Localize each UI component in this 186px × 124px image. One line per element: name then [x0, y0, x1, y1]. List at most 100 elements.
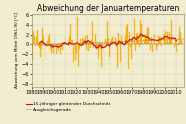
Bar — [112, 37, 113, 45]
Bar — [169, 32, 170, 45]
Bar — [154, 35, 155, 45]
Bar — [127, 24, 128, 45]
Bar — [174, 45, 175, 47]
Bar — [48, 37, 49, 45]
Bar — [140, 20, 141, 45]
Bar — [161, 45, 162, 46]
Bar — [41, 45, 42, 49]
Bar — [57, 45, 58, 48]
Bar — [56, 45, 57, 54]
Bar — [139, 45, 140, 46]
Bar — [171, 20, 172, 45]
Bar — [58, 45, 59, 51]
Bar — [168, 43, 169, 45]
Bar — [32, 45, 33, 60]
Bar — [73, 45, 74, 62]
Bar — [95, 34, 96, 45]
Bar — [150, 45, 151, 50]
Bar — [34, 36, 35, 45]
Bar — [177, 43, 178, 45]
Bar — [88, 45, 89, 51]
Bar — [119, 42, 120, 45]
Bar — [49, 34, 50, 45]
Bar — [125, 35, 126, 45]
Bar — [101, 45, 102, 67]
Bar — [182, 38, 184, 45]
Bar — [102, 45, 103, 49]
Bar — [173, 42, 174, 45]
Bar — [175, 40, 176, 45]
Bar — [44, 45, 45, 60]
Bar — [142, 43, 143, 45]
Bar — [122, 42, 123, 45]
Bar — [110, 43, 111, 45]
Bar — [126, 26, 127, 45]
Bar — [68, 42, 69, 45]
Bar — [121, 36, 122, 45]
Bar — [39, 45, 40, 48]
Bar — [130, 45, 131, 47]
Bar — [61, 43, 62, 45]
Bar — [59, 43, 60, 45]
Bar — [116, 45, 117, 47]
Bar — [128, 45, 129, 69]
Bar — [50, 45, 51, 49]
Bar — [141, 24, 142, 45]
Bar — [137, 33, 138, 45]
Y-axis label: Abweichung vom Mittel 1961-90 [°C]: Abweichung vom Mittel 1961-90 [°C] — [15, 12, 19, 88]
Bar — [69, 36, 70, 45]
Bar — [115, 38, 116, 45]
Bar — [147, 28, 148, 45]
Bar — [179, 27, 180, 45]
Bar — [165, 31, 166, 45]
Bar — [166, 43, 167, 45]
Bar — [104, 45, 105, 70]
Bar — [167, 32, 168, 45]
Bar — [106, 42, 107, 45]
Bar — [146, 34, 147, 45]
Bar — [47, 41, 48, 45]
Bar — [42, 28, 43, 45]
Bar — [77, 17, 78, 45]
Bar — [90, 45, 91, 48]
Bar — [86, 45, 87, 50]
Bar — [151, 37, 152, 45]
Bar — [79, 45, 80, 49]
Bar — [81, 43, 82, 45]
Bar — [129, 32, 130, 45]
Bar — [99, 42, 100, 45]
Bar — [60, 45, 61, 54]
Bar — [80, 39, 81, 45]
Bar — [145, 37, 146, 45]
Bar — [91, 40, 92, 45]
Bar — [33, 31, 34, 45]
Bar — [78, 45, 79, 67]
Bar — [144, 39, 145, 45]
Bar — [54, 36, 55, 45]
Bar — [181, 40, 182, 45]
Bar — [71, 40, 72, 45]
Bar — [51, 45, 52, 53]
Bar — [135, 45, 136, 51]
Bar — [156, 45, 157, 50]
Bar — [31, 43, 32, 45]
Bar — [164, 34, 165, 45]
Bar — [43, 36, 44, 45]
Bar — [98, 45, 99, 59]
Bar — [107, 21, 108, 45]
Bar — [52, 45, 53, 47]
Bar — [132, 38, 133, 45]
Bar — [63, 42, 64, 45]
Bar — [70, 24, 71, 45]
Bar — [109, 45, 110, 57]
Bar — [159, 37, 160, 45]
Bar — [85, 36, 86, 45]
Bar — [184, 45, 185, 74]
Bar — [158, 36, 159, 45]
Bar — [170, 40, 171, 45]
Bar — [118, 33, 119, 45]
Bar — [108, 38, 109, 45]
Bar — [87, 35, 88, 45]
Bar — [53, 45, 54, 53]
Bar — [176, 45, 177, 52]
